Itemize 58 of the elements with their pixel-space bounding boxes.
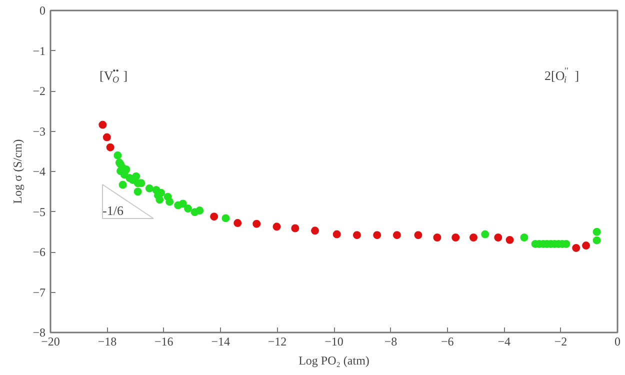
point (373, 231, 382, 240)
y-tick-label: −5 (32, 204, 46, 219)
y-tick-label: −7 (32, 285, 46, 300)
point (414, 231, 422, 240)
point (494, 234, 502, 242)
y-tick-label: −6 (32, 245, 46, 259)
x-tick-label: −2 (554, 334, 568, 348)
point (592, 236, 601, 244)
point (102, 133, 111, 142)
point (234, 219, 242, 228)
point (592, 228, 601, 236)
point (332, 230, 341, 238)
point (433, 234, 442, 242)
point (469, 234, 478, 242)
point (572, 244, 580, 252)
point (311, 226, 320, 235)
point (352, 231, 361, 240)
point (118, 180, 127, 189)
x-tick-label: −8 (384, 334, 398, 348)
y-tick-label: 0 (40, 4, 46, 18)
point (145, 184, 154, 192)
x-axis-title: Log PO₂ (atm) (298, 354, 370, 368)
y-tick-label: −1 (32, 44, 46, 58)
x-tick-label: −10 (324, 334, 344, 348)
point (106, 143, 114, 152)
point (222, 214, 230, 222)
x-tick-label: −6 (441, 334, 454, 348)
point (582, 242, 590, 250)
x-tick-label: −12 (268, 334, 287, 348)
point (156, 196, 164, 204)
point (98, 120, 107, 129)
x-tick-label: −18 (98, 334, 117, 348)
point (452, 234, 460, 242)
point (392, 231, 401, 240)
point (184, 204, 192, 213)
x-tick-label: −14 (211, 334, 230, 348)
x-tick-label: −4 (498, 334, 510, 348)
y-axis-title: Log σ (S/cm) (10, 139, 25, 204)
point (272, 222, 281, 231)
annotation: -1/6 (102, 203, 124, 218)
point (210, 212, 218, 221)
point (196, 206, 204, 215)
point (178, 200, 187, 208)
y-tick-label: −2 (32, 84, 46, 98)
point (132, 172, 140, 180)
x-tick-label: 0 (614, 334, 620, 348)
point (481, 230, 490, 238)
point (506, 236, 514, 244)
y-tick-label: −4 (32, 164, 46, 178)
point (134, 188, 142, 196)
point (520, 234, 528, 242)
y-tick-label: −3 (32, 124, 46, 138)
point (291, 224, 300, 232)
point (114, 151, 122, 160)
x-tick-label: −16 (154, 334, 174, 348)
y-tick-label: −8 (32, 326, 46, 340)
point (252, 220, 261, 228)
point (166, 198, 174, 206)
